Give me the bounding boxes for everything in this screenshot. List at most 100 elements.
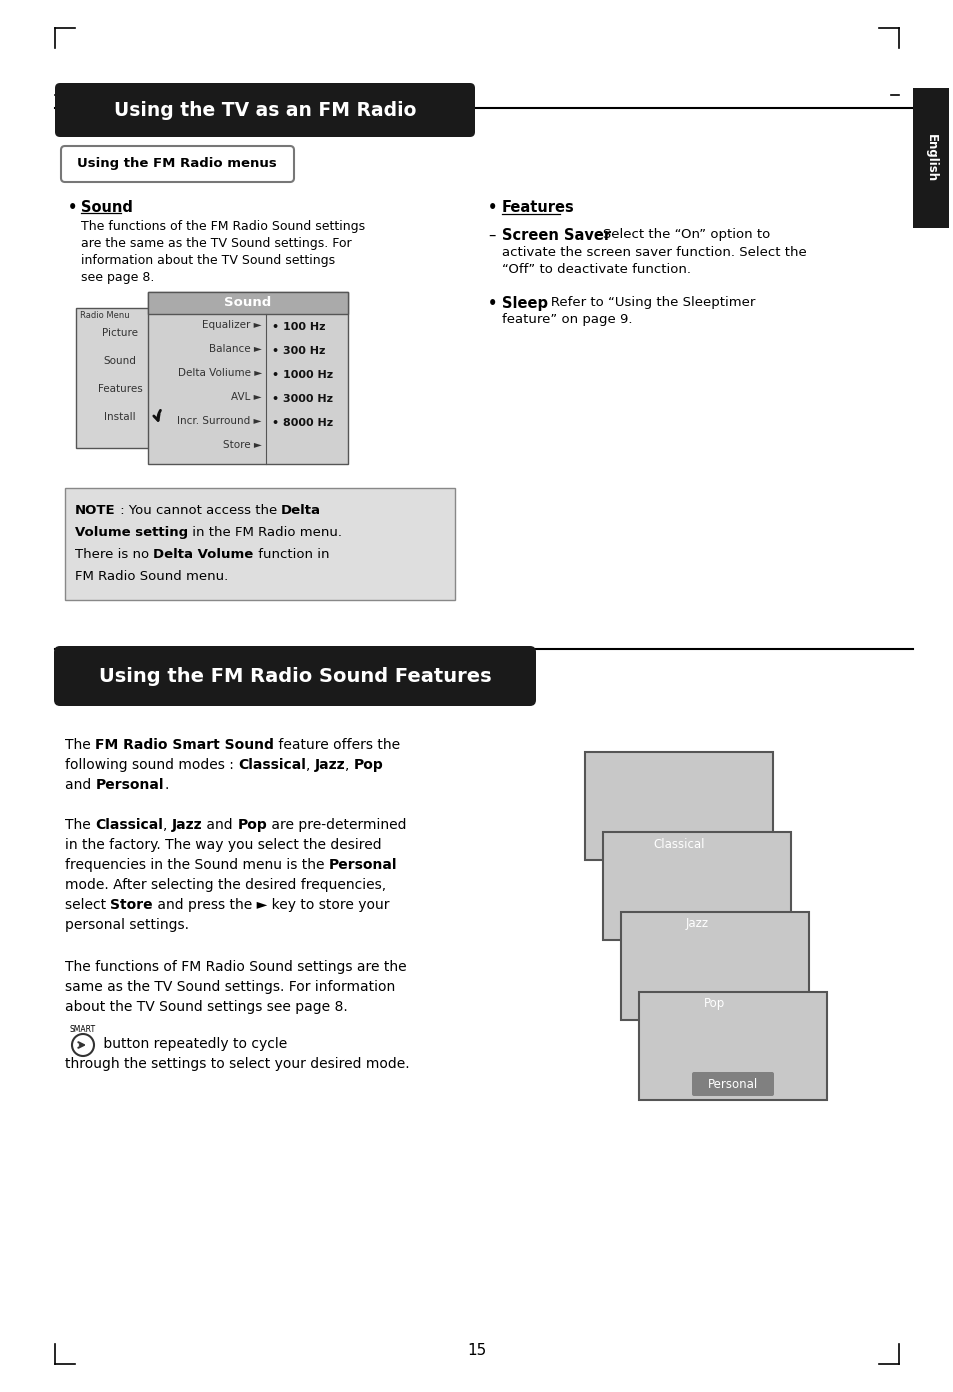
Text: are pre-determined: are pre-determined (267, 818, 406, 832)
Text: Jazz: Jazz (314, 759, 345, 773)
Text: Pop: Pop (237, 818, 267, 832)
Text: English: English (923, 134, 937, 182)
Text: Classical: Classical (653, 838, 704, 851)
Text: Using the FM Radio menus: Using the FM Radio menus (77, 157, 276, 170)
Text: Sound: Sound (104, 356, 136, 366)
Text: .: . (164, 778, 169, 792)
Text: Jazz: Jazz (172, 818, 202, 832)
Text: FM Radio Smart Sound: FM Radio Smart Sound (95, 738, 274, 752)
Text: Pop: Pop (354, 759, 384, 773)
FancyBboxPatch shape (65, 489, 455, 600)
FancyBboxPatch shape (54, 646, 536, 706)
Text: Personal: Personal (95, 778, 164, 792)
Text: Personal: Personal (329, 857, 397, 871)
Text: Pop: Pop (703, 998, 725, 1011)
Polygon shape (912, 88, 948, 228)
Text: The functions of FM Radio Sound settings are the: The functions of FM Radio Sound settings… (65, 960, 406, 974)
FancyBboxPatch shape (602, 832, 790, 940)
Text: • 8000 Hz: • 8000 Hz (272, 418, 333, 427)
Text: : Refer to “Using the Sleeptimer: : Refer to “Using the Sleeptimer (537, 296, 755, 309)
Text: are the same as the TV Sound settings. For: are the same as the TV Sound settings. F… (81, 237, 352, 251)
Text: AVL ►: AVL ► (232, 393, 262, 402)
Text: Features: Features (97, 384, 142, 394)
Text: mode. After selecting the desired frequencies,: mode. After selecting the desired freque… (65, 878, 386, 892)
Text: in the FM Radio menu.: in the FM Radio menu. (188, 526, 342, 539)
Text: : You cannot access the: : You cannot access the (115, 504, 281, 516)
Text: • 3000 Hz: • 3000 Hz (272, 394, 333, 404)
Text: Sleep: Sleep (501, 296, 547, 310)
Text: NOTE: NOTE (75, 504, 115, 516)
Text: •: • (68, 200, 77, 214)
Text: SMART: SMART (70, 1025, 96, 1034)
Text: and: and (202, 818, 237, 832)
Text: and: and (65, 778, 95, 792)
Text: Picture: Picture (102, 329, 138, 338)
FancyBboxPatch shape (61, 146, 294, 182)
Text: Balance ►: Balance ► (209, 344, 262, 354)
FancyBboxPatch shape (656, 912, 738, 935)
Text: and press the ► key to store your: and press the ► key to store your (153, 898, 389, 912)
FancyBboxPatch shape (148, 292, 348, 315)
Text: personal settings.: personal settings. (65, 917, 189, 933)
Text: • 300 Hz: • 300 Hz (272, 347, 325, 356)
FancyBboxPatch shape (673, 992, 755, 1016)
FancyBboxPatch shape (55, 84, 475, 136)
Text: Store: Store (111, 898, 153, 912)
Text: Personal: Personal (707, 1077, 758, 1090)
Text: • 100 Hz: • 100 Hz (272, 322, 325, 333)
Text: Jazz: Jazz (684, 917, 708, 930)
FancyBboxPatch shape (148, 292, 348, 464)
Text: “Off” to deactivate function.: “Off” to deactivate function. (501, 263, 690, 276)
Text: Classical: Classical (238, 759, 306, 773)
Text: There is no: There is no (75, 548, 153, 561)
Text: Delta: Delta (281, 504, 321, 516)
Text: Volume setting: Volume setting (75, 526, 188, 539)
Text: same as the TV Sound settings. For information: same as the TV Sound settings. For infor… (65, 980, 395, 994)
Text: • 1000 Hz: • 1000 Hz (272, 370, 333, 380)
Text: Features: Features (501, 200, 574, 214)
FancyBboxPatch shape (638, 832, 720, 856)
Text: activate the screen saver function. Select the: activate the screen saver function. Sele… (501, 246, 806, 259)
Text: 15: 15 (467, 1343, 486, 1359)
Text: frequencies in the Sound menu is the: frequencies in the Sound menu is the (65, 857, 329, 871)
FancyBboxPatch shape (691, 1072, 773, 1096)
FancyBboxPatch shape (639, 992, 826, 1100)
Text: function in: function in (253, 548, 329, 561)
Text: ,: , (163, 818, 172, 832)
Text: information about the TV Sound settings: information about the TV Sound settings (81, 253, 335, 267)
Text: The functions of the FM Radio Sound settings: The functions of the FM Radio Sound sett… (81, 220, 365, 232)
Text: The: The (65, 738, 95, 752)
Text: Delta Voliume ►: Delta Voliume ► (177, 367, 262, 379)
Circle shape (71, 1034, 94, 1057)
Text: see page 8.: see page 8. (81, 271, 154, 284)
Text: Screen Saver: Screen Saver (501, 228, 611, 244)
FancyBboxPatch shape (584, 752, 772, 860)
Text: button repeatedly to cycle: button repeatedly to cycle (99, 1037, 287, 1051)
Text: The: The (65, 818, 95, 832)
Text: Using the TV as an FM Radio: Using the TV as an FM Radio (113, 100, 416, 120)
Text: Install: Install (104, 412, 135, 422)
Text: Delta Volume: Delta Volume (153, 548, 253, 561)
Text: feature” on page 9.: feature” on page 9. (501, 313, 632, 326)
Text: Radio Menu: Radio Menu (80, 310, 130, 320)
Text: Using the FM Radio Sound Features: Using the FM Radio Sound Features (98, 667, 491, 685)
Text: Incr. Surround ►: Incr. Surround ► (177, 416, 262, 426)
FancyBboxPatch shape (620, 912, 808, 1020)
Text: –: – (488, 228, 495, 244)
Text: ,: , (345, 759, 354, 773)
FancyBboxPatch shape (76, 308, 164, 448)
Text: Store ►: Store ► (223, 440, 262, 450)
Text: Equalizer ►: Equalizer ► (202, 320, 262, 330)
Text: ,: , (306, 759, 314, 773)
Text: about the TV Sound settings see page 8.: about the TV Sound settings see page 8. (65, 999, 348, 1013)
Text: Sound: Sound (81, 200, 132, 214)
Text: •: • (488, 296, 497, 310)
Text: feature offers the: feature offers the (274, 738, 399, 752)
Text: : Select the “On” option to: : Select the “On” option to (589, 228, 769, 241)
Text: following sound modes :: following sound modes : (65, 759, 238, 773)
Text: through the settings to select your desired mode.: through the settings to select your desi… (65, 1057, 409, 1070)
Text: Sound: Sound (224, 296, 272, 309)
Text: •: • (488, 200, 497, 214)
Text: Classical: Classical (95, 818, 163, 832)
Text: in the factory. The way you select the desired: in the factory. The way you select the d… (65, 838, 381, 852)
